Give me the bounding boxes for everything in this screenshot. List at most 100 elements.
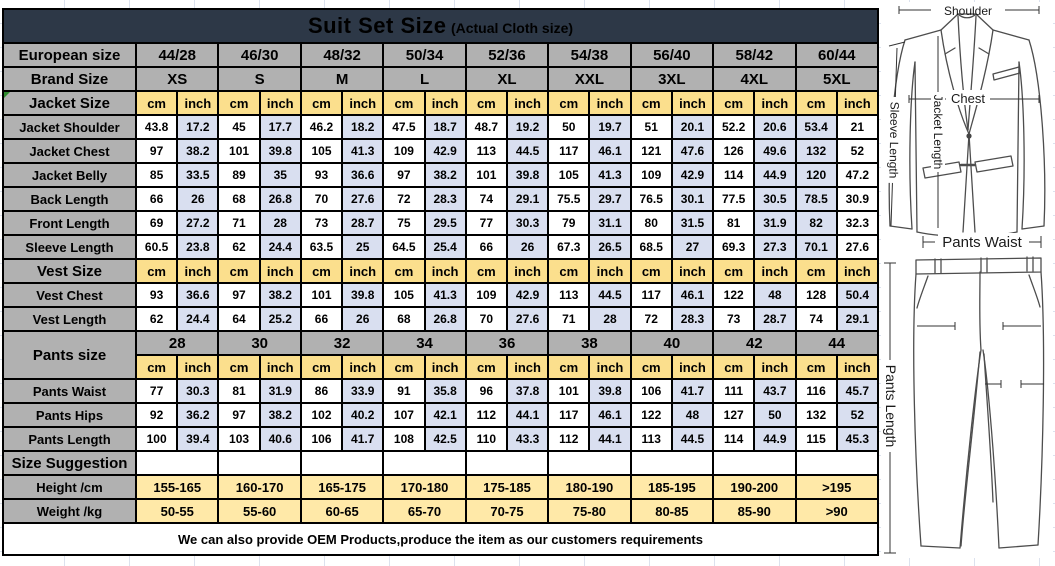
value-cell-cm: 67.3 <box>547 234 591 260</box>
value-cell-cm: 110 <box>464 426 508 452</box>
value-cell-cm: 93 <box>134 282 179 308</box>
value-cell-cm: 66 <box>299 306 344 332</box>
value-cell-inch: 30.1 <box>670 186 715 212</box>
value-cell-cm: 75 <box>382 210 426 236</box>
section-label: Pants size <box>2 330 137 380</box>
pants-size-cell: 30 <box>217 330 302 356</box>
blank-cell <box>382 450 467 476</box>
suggestion-cell: 55-60 <box>217 498 302 524</box>
unit-header-cm: cm <box>382 90 426 116</box>
value-cell-cm: 68 <box>217 186 261 212</box>
unit-header-cm: cm <box>712 258 756 284</box>
row-label: Back Length <box>2 186 137 212</box>
unit-header-inch: inch <box>423 258 467 284</box>
footer-note: We can also provide OEM Products,produce… <box>2 522 879 556</box>
value-cell-cm: 70 <box>464 306 508 332</box>
unit-header-cm: cm <box>382 354 426 380</box>
value-cell-inch: 45.3 <box>835 426 880 452</box>
value-cell-inch: 41.3 <box>341 138 385 164</box>
value-cell-cm: 64.5 <box>382 234 426 260</box>
value-cell-inch: 43.3 <box>505 426 550 452</box>
value-cell-inch: 32.3 <box>835 210 880 236</box>
value-cell-inch: 50 <box>753 402 797 428</box>
value-cell-inch: 41.3 <box>423 282 467 308</box>
unit-header-inch: inch <box>341 354 385 380</box>
suggestion-cell: 50-55 <box>134 498 220 524</box>
unit-header-inch: inch <box>505 258 550 284</box>
value-cell-cm: 111 <box>712 378 756 404</box>
value-cell-cm: 132 <box>794 402 838 428</box>
value-cell-cm: 121 <box>629 138 673 164</box>
suggestion-cell: 185-195 <box>629 474 715 500</box>
value-cell-inch: 20.1 <box>670 114 715 140</box>
value-cell-cm: 126 <box>712 138 756 164</box>
unit-header-inch: inch <box>176 258 220 284</box>
value-cell-cm: 120 <box>794 162 838 188</box>
value-cell-cm: 97 <box>382 162 426 188</box>
value-cell-inch: 31.9 <box>753 210 797 236</box>
unit-header-inch: inch <box>670 258 715 284</box>
size-header-cell: XS <box>134 66 220 92</box>
value-cell-inch: 26 <box>505 234 550 260</box>
value-cell-cm: 108 <box>382 426 426 452</box>
value-cell-inch: 20.6 <box>753 114 797 140</box>
value-cell-inch: 41.3 <box>588 162 632 188</box>
unit-header-inch: inch <box>588 354 632 380</box>
unit-header-inch: inch <box>176 354 220 380</box>
unit-header-cm: cm <box>712 354 756 380</box>
value-cell-inch: 44.5 <box>505 138 550 164</box>
title-main: Suit Set Size <box>307 13 447 38</box>
unit-header-inch: inch <box>670 90 715 116</box>
value-cell-inch: 27 <box>670 234 715 260</box>
unit-header-inch: inch <box>505 90 550 116</box>
suggestion-cell: 60-65 <box>299 498 385 524</box>
value-cell-cm: 105 <box>299 138 344 164</box>
pants-size-cell: 28 <box>134 330 220 356</box>
unit-header-inch: inch <box>753 354 797 380</box>
blank-cell <box>712 450 797 476</box>
value-cell-inch: 37.8 <box>505 378 550 404</box>
dimension-lines <box>884 6 1044 554</box>
value-cell-inch: 17.7 <box>258 114 302 140</box>
unit-header-inch: inch <box>258 90 302 116</box>
value-cell-cm: 53.4 <box>794 114 838 140</box>
jacket-length-dimension-label: Jacket Length <box>931 95 945 170</box>
value-cell-inch: 43.7 <box>753 378 797 404</box>
blank-cell <box>629 450 715 476</box>
pants-length-dimension-label: Pants Length <box>883 365 899 448</box>
suggestion-cell: >90 <box>794 498 879 524</box>
value-cell-inch: 44.1 <box>588 426 632 452</box>
value-cell-inch: 28.3 <box>670 306 715 332</box>
value-cell-cm: 45 <box>217 114 261 140</box>
value-cell-inch: 25.4 <box>423 234 467 260</box>
row-label: Sleeve Length <box>2 234 137 260</box>
value-cell-cm: 64 <box>217 306 261 332</box>
value-cell-cm: 73 <box>299 210 344 236</box>
value-cell-cm: 60.5 <box>134 234 179 260</box>
value-cell-cm: 69.3 <box>712 234 756 260</box>
value-cell-inch: 28.7 <box>753 306 797 332</box>
row-label: Jacket Shoulder <box>2 114 137 140</box>
value-cell-inch: 48 <box>670 402 715 428</box>
value-cell-inch: 30.3 <box>176 378 220 404</box>
suggestion-cell: 180-190 <box>547 474 632 500</box>
value-cell-inch: 26.8 <box>423 306 467 332</box>
unit-header-inch: inch <box>176 90 220 116</box>
value-cell-cm: 52.2 <box>712 114 756 140</box>
value-cell-inch: 39.8 <box>588 378 632 404</box>
unit-header-cm: cm <box>547 90 591 116</box>
table-footer-row: We can also provide OEM Products,produce… <box>2 522 879 556</box>
value-cell-cm: 73 <box>712 306 756 332</box>
value-cell-cm: 51 <box>629 114 673 140</box>
unit-header-cm: cm <box>464 354 508 380</box>
size-header-cell: 56/40 <box>629 42 715 68</box>
value-cell-cm: 71 <box>547 306 591 332</box>
value-cell-inch: 24.4 <box>258 234 302 260</box>
unit-header-inch: inch <box>835 354 880 380</box>
european-size-label: European size <box>2 42 137 68</box>
value-cell-cm: 92 <box>134 402 179 428</box>
unit-header-inch: inch <box>670 354 715 380</box>
value-cell-inch: 27.6 <box>835 234 880 260</box>
unit-header-cm: cm <box>217 90 261 116</box>
pants-size-cell: 38 <box>547 330 632 356</box>
